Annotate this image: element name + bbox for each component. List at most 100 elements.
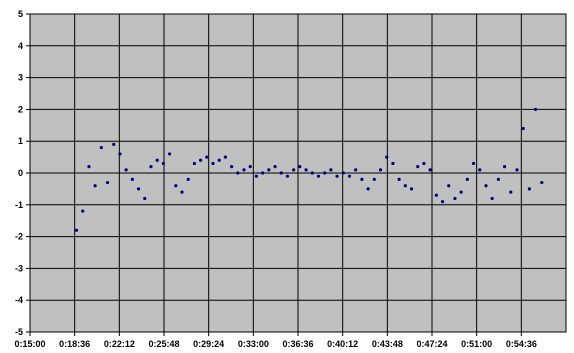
- data-point: [267, 168, 271, 172]
- y-tick-label: 1: [18, 136, 23, 146]
- data-point: [416, 165, 420, 169]
- x-tick-label: 0:40:12: [327, 339, 358, 349]
- data-point: [409, 187, 414, 191]
- y-tick-label: 3: [18, 73, 23, 83]
- x-tick-label: 0:47:24: [416, 339, 447, 349]
- data-point: [341, 171, 345, 175]
- data-point: [360, 177, 364, 181]
- y-tick-label: 0: [18, 168, 23, 178]
- data-point: [385, 155, 389, 159]
- x-tick-label: 0:22:12: [104, 339, 135, 349]
- y-axis-ticks: 5 4 3 2 1 0 -1 -2 -3 -4 -5: [15, 9, 30, 337]
- data-point: [87, 165, 91, 169]
- data-point: [292, 168, 296, 172]
- data-point: [540, 180, 544, 185]
- data-point: [161, 161, 165, 166]
- data-point: [273, 165, 277, 169]
- data-point: [465, 177, 469, 181]
- data-point: [99, 145, 103, 150]
- x-tick-label: 0:51:00: [461, 339, 492, 349]
- data-point: [378, 168, 383, 172]
- data-point: [534, 107, 538, 111]
- data-point: [397, 177, 401, 181]
- data-point: [329, 168, 333, 172]
- data-point: [354, 168, 358, 172]
- data-point: [230, 165, 234, 169]
- y-tick-label: -4: [15, 295, 23, 305]
- data-point: [199, 158, 203, 162]
- data-point: [236, 171, 240, 175]
- data-point: [186, 177, 190, 181]
- x-tick-label: 0:25:48: [148, 339, 179, 349]
- data-point: [509, 190, 513, 194]
- x-tick-label: 0:18:36: [59, 339, 90, 349]
- data-point: [124, 168, 128, 172]
- data-point: [298, 165, 302, 169]
- y-tick-label: -2: [15, 232, 23, 242]
- data-point: [192, 161, 196, 166]
- data-point: [521, 126, 525, 131]
- data-point: [304, 168, 308, 172]
- data-point: [211, 161, 215, 166]
- data-point: [478, 168, 482, 172]
- y-tick-label: 2: [18, 104, 23, 114]
- data-point: [459, 190, 463, 194]
- data-point: [316, 174, 321, 178]
- x-tick-label: 0:33:00: [238, 339, 269, 349]
- data-point: [490, 196, 494, 201]
- y-tick-label: -3: [15, 263, 23, 273]
- data-points: [74, 107, 544, 232]
- data-point: [496, 177, 500, 181]
- data-point: [279, 171, 283, 175]
- data-point: [105, 180, 110, 185]
- data-point: [285, 174, 290, 178]
- data-point: [93, 184, 97, 188]
- data-point: [130, 177, 134, 181]
- data-point: [391, 161, 395, 166]
- data-point: [447, 184, 451, 188]
- data-point: [484, 184, 488, 188]
- data-point: [527, 187, 531, 191]
- x-tick-label: 0:54:36: [506, 339, 537, 349]
- data-point: [323, 171, 327, 175]
- y-tick-label: -5: [15, 327, 23, 337]
- y-tick-label: 4: [18, 41, 23, 51]
- data-point: [515, 168, 519, 172]
- data-point: [254, 174, 259, 178]
- data-point: [453, 196, 457, 201]
- data-point: [136, 187, 141, 191]
- data-point: [335, 174, 339, 178]
- data-point: [74, 228, 79, 232]
- x-axis-ticks: 0:15:00 0:18:36 0:22:12 0:25:48 0:29:24 0:33:…: [14, 332, 537, 349]
- data-point: [347, 174, 352, 178]
- data-point: [143, 196, 147, 201]
- x-tick-label: 0:15:00: [14, 339, 45, 349]
- data-point: [180, 190, 184, 194]
- data-point: [167, 152, 172, 156]
- data-point: [118, 152, 122, 156]
- data-point: [174, 184, 178, 188]
- data-point: [248, 165, 252, 169]
- y-tick-label: -1: [15, 200, 23, 210]
- y-tick-label: 5: [18, 9, 23, 19]
- data-point: [502, 165, 507, 169]
- data-point: [81, 209, 85, 213]
- x-tick-label: 0:29:24: [193, 339, 224, 349]
- data-point: [261, 171, 265, 175]
- x-tick-label: 0:43:48: [372, 339, 403, 349]
- data-point: [223, 155, 228, 159]
- data-point: [149, 165, 153, 169]
- data-point: [440, 200, 445, 204]
- data-point: [366, 187, 370, 191]
- data-point: [310, 171, 314, 175]
- data-point: [155, 158, 159, 162]
- data-point: [428, 168, 432, 172]
- data-point: [471, 161, 476, 166]
- data-point: [205, 155, 209, 159]
- data-point: [112, 142, 116, 146]
- data-point: [403, 184, 407, 188]
- data-point: [422, 161, 426, 166]
- data-point: [217, 158, 221, 162]
- data-point: [372, 177, 376, 181]
